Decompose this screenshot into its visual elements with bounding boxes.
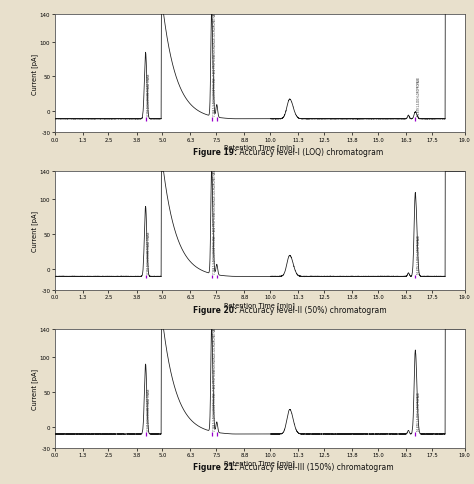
Text: 16.879 1,3-DICHLOROPROPANE: 16.879 1,3-DICHLOROPROPANE — [417, 77, 421, 116]
Y-axis label: Current [pA]: Current [pA] — [31, 368, 38, 409]
Text: Figure 19:: Figure 19: — [193, 148, 237, 157]
Text: 7.289 1,1-DICHLOROETHYLENE, 7.462 PROPYLENE DICHLORIDE, DICHLOROMETHANE SOLVENT: 7.289 1,1-DICHLOROETHYLENE, 7.462 PROPYL… — [213, 155, 217, 273]
X-axis label: Retention Time [min]: Retention Time [min] — [224, 144, 295, 151]
Text: 7.289 1,1-DICHLOROETHYLENE, 7.462 PROPYLENE DICHLORIDE, DICHLOROMETHANE SOLVENT: 7.289 1,1-DICHLOROETHYLENE, 7.462 PROPYL… — [213, 313, 217, 430]
X-axis label: Retention Time [min]: Retention Time [min] — [224, 459, 295, 466]
Text: Figure 20:: Figure 20: — [193, 305, 237, 314]
Text: 4.340 DICHLOROMETHANE TRANS: 4.340 DICHLOROMETHANE TRANS — [147, 388, 151, 430]
Text: 7.289 1,1-DICHLOROETHYLENE, 7.462 PROPYLENE DICHLORIDE, DICHLOROMETHANE SOLVENT: 7.289 1,1-DICHLOROETHYLENE, 7.462 PROPYL… — [213, 0, 217, 116]
X-axis label: Retention Time [min]: Retention Time [min] — [224, 302, 295, 308]
Text: Accuracy level-III (150%) chromatogram: Accuracy level-III (150%) chromatogram — [237, 462, 393, 471]
Text: Accuracy level-I (LOQ) chromatogram: Accuracy level-I (LOQ) chromatogram — [237, 148, 383, 157]
Text: 16.879 1,3-DICHLOROPROPANE: 16.879 1,3-DICHLOROPROPANE — [417, 234, 421, 273]
Text: Accuracy level-II (50%) chromatogram: Accuracy level-II (50%) chromatogram — [237, 305, 387, 314]
Text: 16.870 1,3-DICHLOROPROPANE: 16.870 1,3-DICHLOROPROPANE — [417, 392, 421, 430]
Text: 4.293 DICHLOROMETHANE TRANS: 4.293 DICHLOROMETHANE TRANS — [147, 74, 151, 116]
Text: 4.293 DICHLOROMETHANE TRANS: 4.293 DICHLOROMETHANE TRANS — [147, 231, 151, 273]
Y-axis label: Current [pA]: Current [pA] — [31, 211, 38, 252]
Text: Figure 21:: Figure 21: — [193, 462, 237, 471]
Y-axis label: Current [pA]: Current [pA] — [31, 53, 38, 94]
